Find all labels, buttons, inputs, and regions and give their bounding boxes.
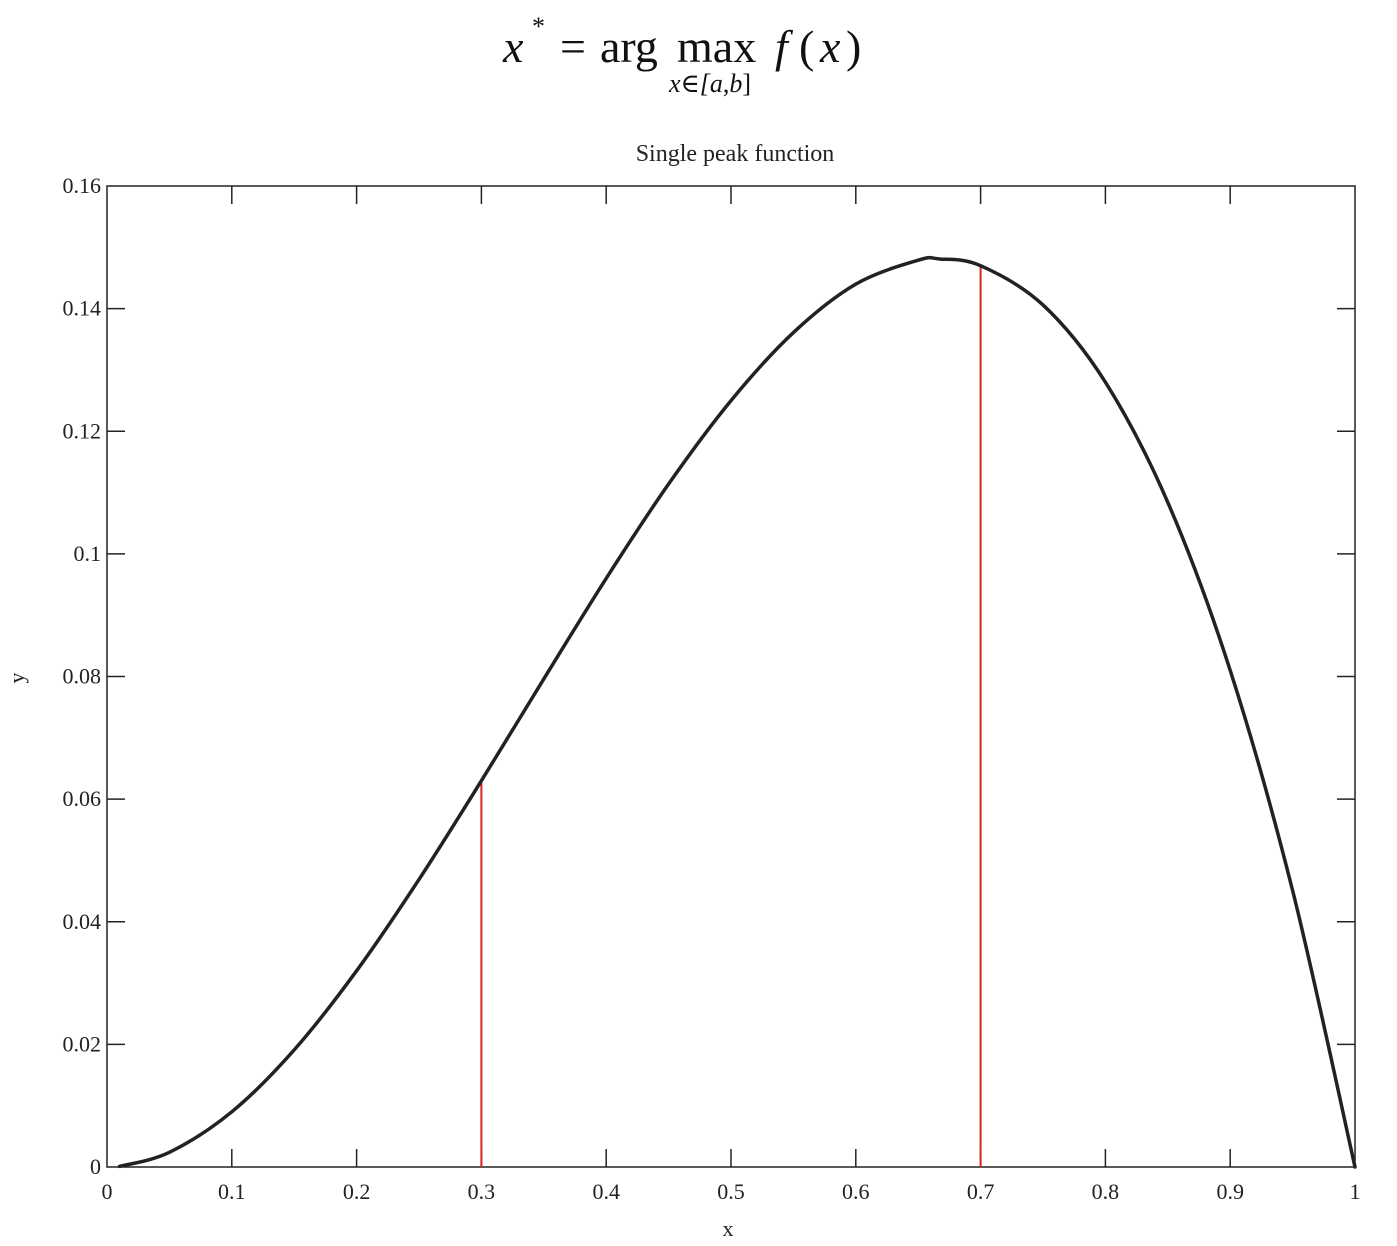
y-tick-label: 0.12: [63, 418, 102, 443]
formula-sub-a: a: [710, 69, 723, 98]
x-tick-label: 0.8: [1092, 1179, 1120, 1204]
y-axis-label: y: [4, 673, 29, 684]
x-tick-label: 0.6: [842, 1179, 870, 1204]
marker-lines: [480, 265, 982, 1167]
y-tick-label: 0.1: [74, 541, 102, 566]
ticks: [107, 186, 1355, 1167]
formula: x * = arg max x∈[a,b] f ( x ): [502, 12, 861, 98]
formula-func-close: ): [846, 21, 861, 72]
x-tick-label: 1: [1350, 1179, 1361, 1204]
y-tick-label: 0.04: [63, 909, 102, 934]
y-tick-label: 0.06: [63, 786, 102, 811]
x-axis-label: x: [723, 1216, 734, 1241]
y-tick-label: 0.08: [63, 664, 102, 689]
formula-op-arg: arg: [600, 21, 658, 72]
formula-subscript: x∈[a,b]: [668, 69, 751, 98]
x-tick-label: 0.2: [343, 1179, 371, 1204]
formula-lhs-sup: *: [532, 12, 545, 41]
series-line: [117, 255, 1357, 1169]
y-tick-label: 0.16: [63, 173, 102, 198]
formula-func-open: (: [799, 21, 814, 72]
x-tick-label: 0.3: [468, 1179, 496, 1204]
formula-sub-prefix: x∈[: [668, 69, 712, 98]
formula-equals: =: [560, 21, 586, 72]
y-tick-label: 0.02: [63, 1031, 102, 1056]
y-tick-label: 0.14: [63, 296, 102, 321]
formula-sub-suffix: ]: [742, 69, 751, 98]
formula-func-var: x: [819, 21, 841, 72]
x-tick-label: 0.1: [218, 1179, 246, 1204]
formula-op-max: max: [677, 21, 756, 72]
tick-labels: 0 0.1 0.2 0.3 0.4 0.5 0.6 0.7 0.8 0.9 1 0 0.02 0.04 0.…: [63, 173, 1361, 1204]
x-tick-label: 0.9: [1216, 1179, 1244, 1204]
x-tick-label: 0.7: [967, 1179, 995, 1204]
formula-sub-comma: ,: [723, 69, 730, 98]
x-tick-label: 0: [102, 1179, 113, 1204]
x-tick-label: 0.4: [592, 1179, 620, 1204]
plot-frame: [106, 185, 1356, 1168]
x-tick-label: 0.5: [717, 1179, 745, 1204]
formula-lhs-var: x: [502, 21, 524, 72]
y-tick-label: 0: [90, 1154, 101, 1179]
formula-sub-b: b: [729, 69, 742, 98]
chart-title: Single peak function: [636, 141, 835, 167]
